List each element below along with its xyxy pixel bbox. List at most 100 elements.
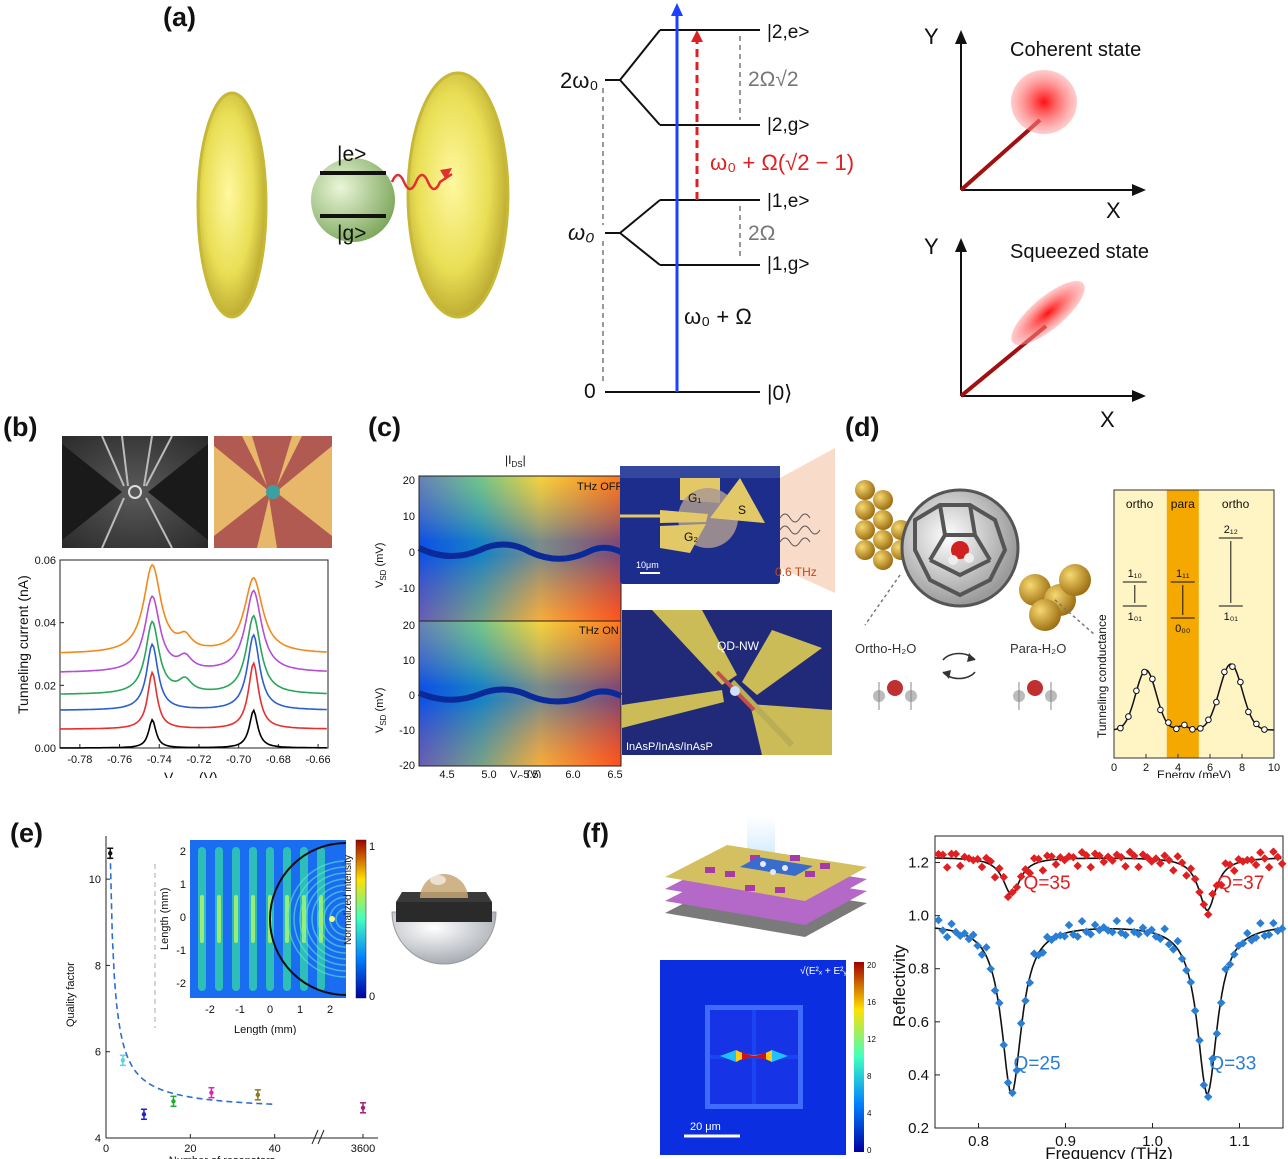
inset-x-tick-label: 0 (267, 1004, 273, 1016)
y-tick-label: 0.02 (35, 680, 56, 692)
para-water-icon (1013, 680, 1057, 710)
svg-text:20 μm: 20 μm (690, 1121, 721, 1133)
data-point (1173, 936, 1182, 946)
data-point (1025, 978, 1035, 987)
plot-frame (1113, 489, 1275, 759)
svg-text:Squeezed state: Squeezed state (1010, 241, 1149, 263)
x-tick-label: -0.78 (67, 754, 92, 766)
data-point (1134, 862, 1143, 872)
focus-ring (287, 860, 347, 978)
data-point (1121, 862, 1130, 871)
data-point (1186, 977, 1196, 987)
squeezed-state-blob (1011, 280, 1085, 346)
x-tick-label: 8 (1239, 762, 1245, 774)
data-point (1008, 1088, 1017, 1098)
data-point (1003, 1078, 1013, 1087)
field-stripe-core (251, 895, 255, 943)
data-point (1190, 1006, 1200, 1015)
x-axis-label: VGate (V) (164, 769, 218, 778)
y-tick-label: 20 (403, 620, 415, 632)
data-point (1237, 678, 1244, 686)
y-tick-label: 0.8 (908, 961, 929, 978)
svg-text:0: 0 (584, 380, 596, 403)
data-point (990, 986, 1000, 995)
x-tick-label: 6.5 (607, 769, 622, 778)
right-mirror (406, 71, 510, 319)
x-tick-label: 0.8 (968, 1133, 989, 1150)
y-tick-label: 4 (95, 1133, 101, 1145)
panel-b-chart: 0.00 0.02 0.04 0.06 -0.78 -0.76 -0.74 -0.72 -0.7… (15, 555, 331, 778)
data-point (120, 1058, 126, 1063)
data-point (1189, 726, 1196, 733)
data-point (141, 1112, 147, 1117)
data-point (1138, 923, 1148, 932)
series-line (60, 708, 327, 749)
data-point (1216, 998, 1226, 1008)
focus-ring (335, 908, 347, 930)
svg-text:X: X (1106, 198, 1121, 223)
plot-frame (59, 559, 329, 749)
data-point (171, 1099, 176, 1104)
data-point (1165, 719, 1172, 726)
inset-x-tick-label: 1 (297, 1004, 303, 1016)
data-point (1095, 851, 1104, 860)
data-point (1256, 919, 1265, 928)
y-tick-label: 20 (403, 475, 415, 487)
panel-a-cavity: |e> |g> (196, 71, 510, 319)
x-tick-label: 0.9 (1055, 1133, 1076, 1150)
panel-b-label: (b) (3, 412, 38, 442)
q-label: Q=33 (1209, 1054, 1256, 1075)
panel-c-label: (c) (368, 412, 401, 442)
photon-wave (390, 172, 453, 191)
svg-text:0: 0 (369, 991, 375, 1003)
data-point (1064, 920, 1074, 930)
x-tick-label: 5.5 (523, 769, 538, 778)
data-point (1051, 860, 1061, 869)
svg-text:S: S (738, 503, 746, 517)
data-point (1195, 887, 1204, 897)
data-point (942, 863, 952, 872)
data-point (1229, 663, 1236, 670)
field-stripe-core (319, 895, 323, 943)
data-point (1116, 852, 1126, 862)
y-tick-label: -10 (399, 583, 415, 595)
data-point (1269, 918, 1278, 928)
svg-text:Normalized intensity: Normalized intensity (343, 855, 354, 945)
svg-text:|2,g>: |2,g> (767, 115, 809, 136)
x-tick-label: 1.1 (1229, 1133, 1250, 1150)
level-label: 0₀₀ (1175, 623, 1190, 635)
data-point (1181, 721, 1188, 729)
svg-text:VG (V): VG (V) (510, 769, 541, 778)
region-label: ortho (1222, 497, 1250, 511)
inset-y-tick-label: -1 (176, 945, 186, 957)
svg-text:Ortho-H₂O: Ortho-H₂O (855, 641, 916, 656)
data-point (942, 932, 952, 942)
y-tick-label: 6 (95, 1047, 101, 1059)
panel-a-energy-diagram: |2,e> |2,g> |1,e> |1,g> |0⟩ 2ω₀ ω₀ 0 2Ω√… (560, 3, 854, 405)
data-point (1205, 716, 1212, 724)
data-point (951, 849, 961, 859)
y-tick-label: 10 (403, 655, 415, 667)
data-point (1021, 996, 1030, 1005)
data-point (1247, 855, 1256, 865)
x-tick-label: -0.74 (147, 754, 172, 766)
fit-curve (109, 853, 275, 1106)
focus-ring (305, 878, 347, 960)
data-point (1133, 687, 1140, 695)
svg-text:ω₀ + Ω(√2 − 1): ω₀ + Ω(√2 − 1) (710, 150, 854, 175)
series-line (60, 614, 327, 695)
series-line (60, 563, 327, 654)
data-point (1190, 874, 1200, 884)
data-point (1245, 708, 1252, 716)
inset-x-tick-label: -1 (235, 1004, 245, 1016)
data-point (108, 851, 113, 856)
svg-text:|0⟩: |0⟩ (767, 382, 792, 405)
x-tick-label: 4.5 (439, 769, 454, 778)
data-point (1012, 882, 1022, 892)
x-tick-label: 40 (269, 1143, 281, 1155)
level-label: 1₁₁ (1176, 568, 1190, 580)
data-point (1025, 868, 1035, 878)
colorbar-tick-label: 20 (867, 961, 876, 970)
data-point (1157, 706, 1164, 714)
data-point (1253, 720, 1260, 728)
